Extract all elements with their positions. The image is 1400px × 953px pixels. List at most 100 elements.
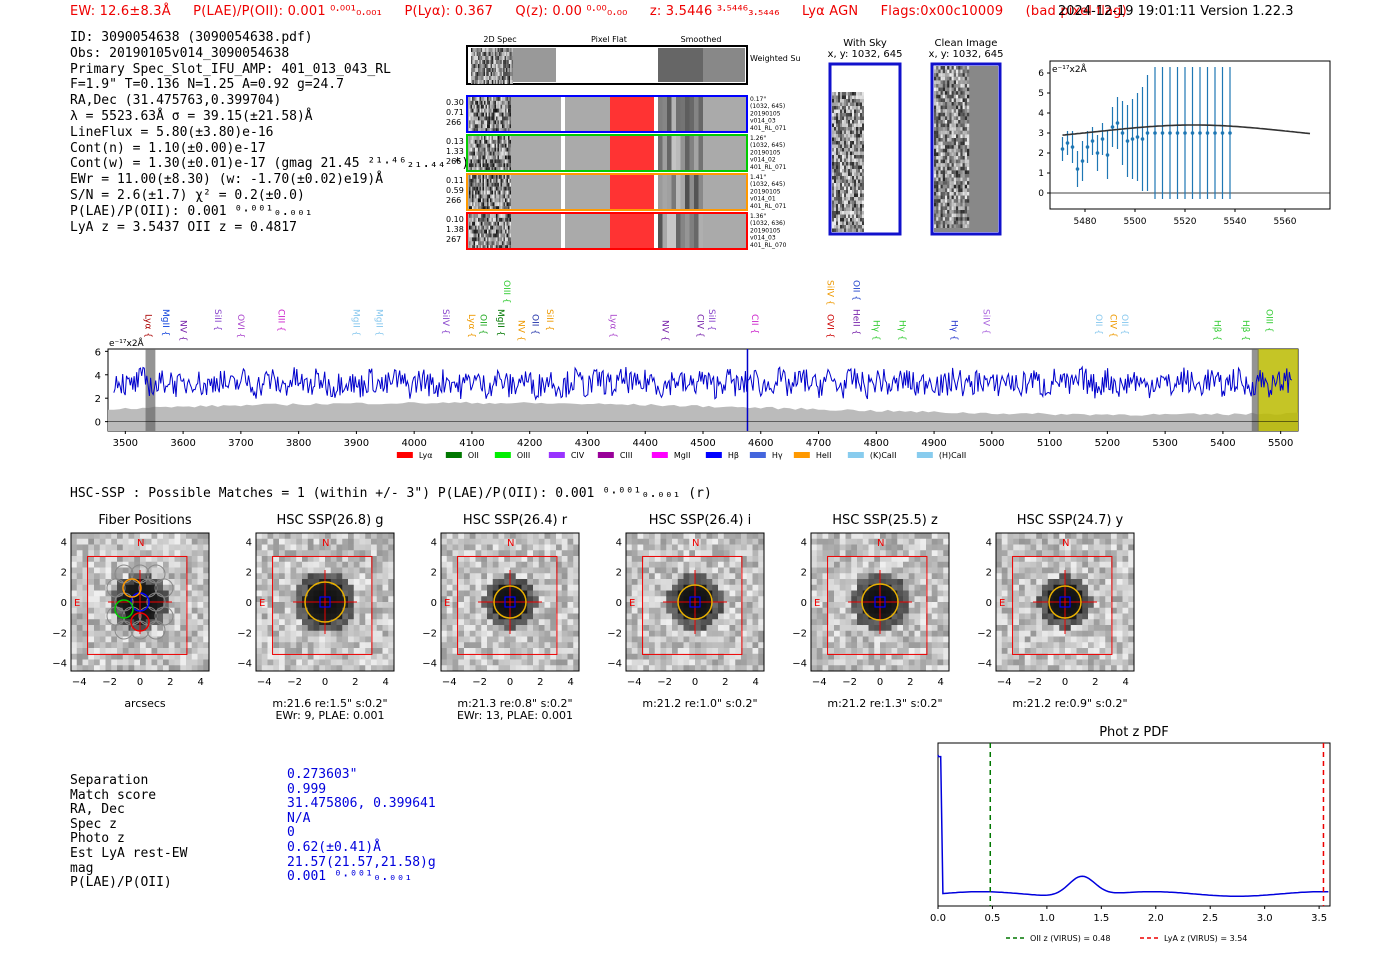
noise-pixel [478,56,480,60]
noise-pixel [493,52,495,56]
noise-pixel [832,95,834,99]
noise-pixel [960,199,963,203]
noise-pixel [951,156,954,160]
fiber-gap [654,174,658,210]
cutout-pixel [111,556,118,563]
noise-pixel [964,116,967,120]
noise-pixel [508,194,510,199]
weighted-smooth-2 [703,48,745,82]
noise-pixel [947,210,950,214]
noise-pixel [832,102,834,106]
noise-pixel [956,145,959,149]
fiber-row-meta: v014_03 [750,118,776,125]
cutout-pixel [561,567,568,574]
noise-pixel [503,245,505,250]
cutout-pixel [76,550,83,557]
noise-pixel [475,64,477,68]
fiber-row-value: 0.11 [446,176,464,185]
cutout-pixel [666,590,673,597]
cutout-pixel [567,636,574,643]
cutout-pixel [498,630,505,637]
header-z: z: 3.5446 ³·⁵⁴⁴⁶₃.₅₄₄₆ [649,4,780,19]
noise-pixel [475,68,477,72]
noise-pixel [862,148,864,152]
cutout-pixel [197,619,204,626]
noise-pixel [505,116,507,121]
noise-pixel [485,217,487,222]
cutout-pixel [180,538,187,545]
noise-pixel [502,217,504,222]
cutout-pixel [319,556,326,563]
cutout-pixel [371,642,378,649]
noise-pixel [852,113,854,117]
cutout-pixel [290,636,297,643]
noise-pixel [951,109,954,113]
cutout-pixel [128,613,135,620]
cutout-pixel [336,533,343,540]
cutout-pixel [388,659,395,666]
noise-pixel [850,155,852,159]
noise-pixel [842,120,844,124]
noise-pixel [494,186,496,191]
noise-pixel [473,178,475,183]
noise-pixel [834,179,836,183]
cutout-pixel [649,533,656,540]
cutout-pixel [359,607,366,614]
noise-pixel [508,112,510,117]
cutout-pixel [464,659,471,666]
cutout-pixel [573,619,580,626]
cutout-pixel [140,573,147,580]
noise-pixel [856,158,858,162]
noise-pixel [958,138,961,142]
noise-pixel [838,144,840,148]
noise-pixel [484,120,486,125]
cutout-pixel [197,659,204,666]
cutout-pixel [498,648,505,655]
noise-pixel [949,166,952,171]
noise-pixel [475,97,477,101]
line-marker: OVI { [824,314,834,338]
noise-pixel [862,197,864,201]
cutout-pixel [458,590,465,597]
cutout-pixel [342,648,349,655]
noise-pixel [483,64,485,68]
noise-pixel [497,112,499,117]
noise-pixel [506,229,508,234]
cutout-pixel [168,625,175,632]
cutout-pixel [163,619,170,626]
cutout-pixel [203,533,210,540]
cutout-pixel [649,584,656,591]
cutout-pixel [556,653,563,660]
noise-pixel [858,109,860,113]
cutout-pixel [458,602,465,609]
noise-pixel [476,136,478,140]
noise-pixel [956,112,959,117]
noise-pixel [947,199,950,203]
noise-pixel [490,163,492,168]
noise-pixel [473,229,475,234]
noise-pixel [838,179,840,183]
cutout-pixel [382,556,389,563]
noise-pixel [834,218,836,222]
noise-pixel [473,217,475,222]
cutout-pixel [290,648,297,655]
noise-pixel [473,124,475,129]
noise-pixel [481,120,483,125]
noise-pixel [846,214,848,218]
cutout-pixel [510,665,517,672]
cutout-pixel [273,556,280,563]
cutout-pixel [533,636,540,643]
noise-pixel [936,105,939,110]
cutout-pixel [359,544,366,551]
cutout-pixel [469,602,476,609]
noise-pixel [949,184,952,189]
fiber-row-value: 266 [446,196,461,205]
cutout-pixel [475,613,482,620]
line-marker: Lyα { [143,314,153,338]
noise-pixel [476,143,478,148]
noise-pixel [482,120,484,125]
noise-pixel [508,163,510,168]
cutout-pixel [533,556,540,563]
noise-pixel [834,109,836,113]
noise-pixel [848,200,850,204]
